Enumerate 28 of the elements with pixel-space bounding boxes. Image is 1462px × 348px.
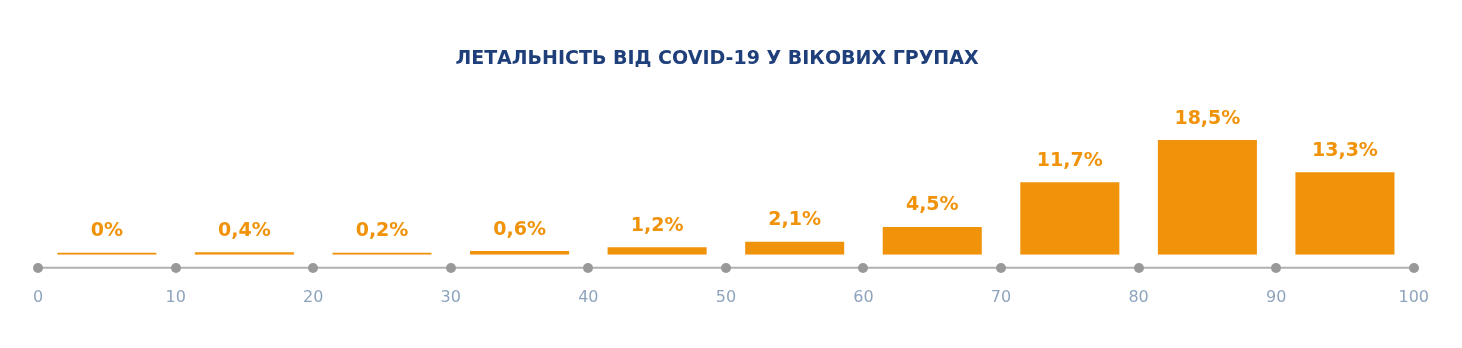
x-tick-label: 0	[33, 286, 44, 306]
data-label: 0%	[90, 218, 123, 241]
x-tick-label: 80	[1128, 286, 1149, 306]
x-tick-label: 30	[440, 286, 461, 306]
data-label: 0,4%	[218, 217, 271, 240]
x-tick-label: 90	[1265, 286, 1287, 306]
x-tick-label: 60	[853, 286, 874, 306]
bar	[882, 226, 982, 255]
bar	[1157, 140, 1257, 255]
bar	[745, 241, 845, 255]
x-tick-label: 40	[578, 286, 599, 306]
x-tick-label: 10	[165, 286, 186, 306]
data-label: 13,3%	[1311, 137, 1378, 160]
bar	[1020, 182, 1120, 255]
x-tick-label: 100	[1398, 286, 1429, 306]
data-label: 11,7%	[1036, 147, 1103, 170]
bar	[607, 247, 707, 255]
chart-title: ЛЕТАЛЬНІСТЬ ВІД COVID-19 У ВІКОВИХ ГРУПАХ	[455, 46, 979, 69]
data-label: 0,6%	[493, 216, 546, 239]
x-tick-label: 70	[990, 286, 1012, 306]
x-tick-label: 20	[303, 286, 324, 306]
data-label: 2,1%	[768, 207, 822, 230]
x-tick-label: 50	[715, 286, 737, 306]
bar	[1295, 172, 1395, 255]
data-label: 18,5%	[1174, 105, 1241, 128]
data-label: 1,2%	[630, 212, 684, 235]
data-label: 0,2%	[355, 218, 409, 241]
data-label: 4,5%	[905, 192, 959, 215]
